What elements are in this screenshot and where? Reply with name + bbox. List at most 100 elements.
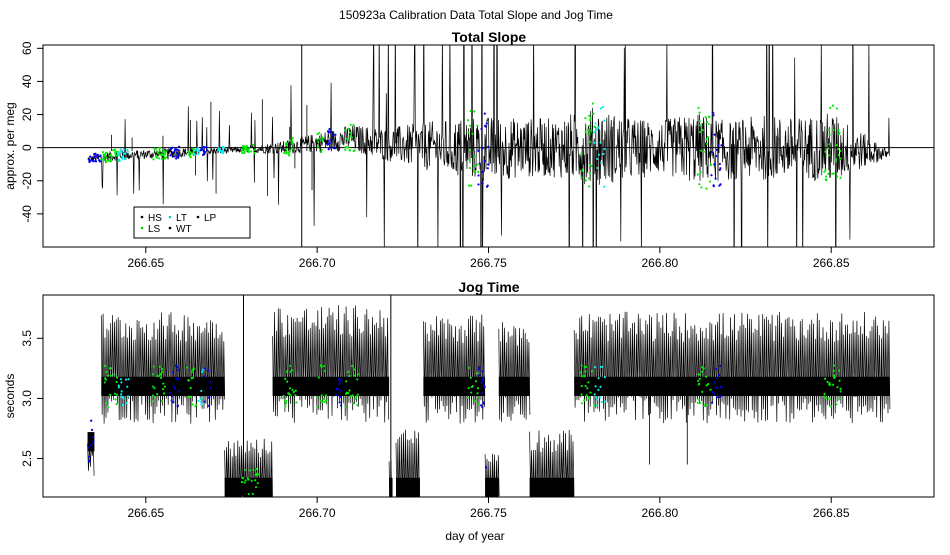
jog-time-point bbox=[288, 387, 292, 390]
jog-time-point bbox=[584, 365, 588, 368]
total-slope-point bbox=[832, 129, 835, 132]
jog-time-point bbox=[324, 394, 328, 397]
jog-time-point bbox=[115, 376, 119, 379]
jog-time-point bbox=[705, 375, 708, 378]
total-slope-point bbox=[344, 129, 347, 132]
jog-time-point bbox=[243, 481, 246, 484]
xtick-label: 266.80 bbox=[641, 506, 678, 520]
legend-label-hs: HS bbox=[148, 213, 162, 224]
jog-time-point bbox=[701, 370, 704, 373]
total-slope-point bbox=[486, 184, 489, 187]
jog-time-point bbox=[601, 365, 604, 368]
total-slope-point bbox=[288, 150, 292, 153]
jog-time-point bbox=[191, 376, 194, 379]
total-slope-point bbox=[152, 158, 155, 161]
total-slope-point bbox=[467, 184, 471, 187]
total-slope-point bbox=[350, 132, 353, 135]
total-slope-point bbox=[586, 128, 590, 131]
total-slope-point bbox=[709, 164, 712, 167]
jog-time-point bbox=[121, 396, 124, 399]
jog-time-point bbox=[243, 468, 247, 471]
total-slope-point bbox=[345, 137, 348, 140]
total-slope-point bbox=[593, 141, 596, 144]
jog-time-point bbox=[595, 396, 598, 399]
total-slope-point bbox=[595, 128, 598, 131]
jog-time-point bbox=[240, 480, 244, 484]
total-slope-point bbox=[603, 185, 606, 188]
total-slope-point bbox=[603, 147, 606, 150]
jog-time-point bbox=[185, 366, 189, 369]
total-slope-point bbox=[291, 137, 295, 140]
total-slope-point bbox=[163, 152, 167, 156]
jog-time-point bbox=[697, 373, 700, 376]
total-slope-point bbox=[584, 179, 588, 182]
total-slope-point bbox=[327, 142, 330, 145]
total-slope-point bbox=[334, 133, 337, 136]
total-slope-point bbox=[331, 134, 334, 137]
jog-time-point bbox=[241, 504, 243, 506]
total-slope-point bbox=[104, 161, 107, 164]
jog-time-point bbox=[838, 397, 841, 400]
total-slope-point bbox=[593, 125, 596, 128]
total-slope-point bbox=[199, 149, 203, 152]
jog-time-point bbox=[161, 370, 164, 374]
total-slope-point bbox=[481, 147, 484, 150]
total-slope-point bbox=[327, 131, 330, 134]
jog-time-point bbox=[160, 368, 164, 371]
total-slope-point bbox=[468, 166, 471, 170]
total-slope-point bbox=[477, 170, 480, 174]
jog-time-point bbox=[323, 364, 326, 368]
total-slope-point bbox=[476, 163, 479, 166]
total-slope-point bbox=[705, 138, 708, 141]
jog-time-point bbox=[833, 375, 836, 378]
jog-time-point bbox=[823, 395, 826, 398]
total-slope-point bbox=[827, 128, 830, 132]
jog-time-point bbox=[120, 390, 123, 393]
jog-time-point bbox=[158, 374, 161, 377]
jog-time-point bbox=[106, 374, 110, 377]
total-slope-point bbox=[823, 170, 826, 173]
jog-time-point bbox=[171, 371, 175, 374]
jog-time-level-band bbox=[498, 376, 530, 396]
jog-time-point bbox=[177, 377, 180, 381]
jog-time-point bbox=[356, 393, 359, 396]
total-slope-panel: Total Slope 266.65 266.70 266.75 266.80 266.… bbox=[3, 29, 935, 270]
ytick-label: 0 bbox=[20, 144, 34, 151]
total-slope-point bbox=[603, 119, 606, 122]
jog-time-point bbox=[823, 392, 826, 395]
jog-time-point bbox=[170, 395, 174, 398]
jog-time-point bbox=[345, 380, 348, 383]
total-slope-point bbox=[245, 149, 248, 152]
total-slope-point bbox=[108, 154, 111, 157]
jog-time-point bbox=[828, 398, 831, 401]
jog-time-point bbox=[255, 467, 258, 470]
jog-time-point bbox=[597, 388, 600, 391]
total-slope-point bbox=[189, 156, 192, 159]
total-slope-point bbox=[175, 148, 178, 151]
jog-time-point bbox=[697, 379, 700, 383]
total-slope-point bbox=[712, 114, 715, 117]
total-slope-point bbox=[834, 160, 837, 163]
jog-time-point bbox=[153, 387, 156, 390]
jog-time-point bbox=[713, 381, 716, 384]
jog-time-point bbox=[590, 370, 593, 373]
total-slope-ylabel: approx. per meg bbox=[3, 102, 17, 189]
total-slope-point bbox=[596, 157, 599, 161]
total-slope-point bbox=[828, 133, 831, 136]
jog-time-line bbox=[423, 314, 485, 424]
jog-time-level-band bbox=[272, 376, 390, 396]
total-slope-point bbox=[827, 172, 830, 175]
ytick-label: 20 bbox=[20, 108, 34, 122]
jog-time-point bbox=[340, 404, 343, 407]
jog-time-point bbox=[88, 460, 91, 463]
jog-time-point bbox=[580, 393, 583, 396]
total-slope-point bbox=[473, 110, 476, 113]
jog-time-point bbox=[348, 374, 351, 378]
jog-time-point bbox=[162, 392, 166, 395]
jog-time-point bbox=[285, 399, 288, 402]
jog-time-point bbox=[466, 396, 470, 399]
jog-time-point bbox=[170, 399, 173, 402]
total-slope-point bbox=[112, 149, 115, 152]
total-slope-point bbox=[92, 159, 95, 163]
jog-time-point bbox=[295, 401, 298, 404]
